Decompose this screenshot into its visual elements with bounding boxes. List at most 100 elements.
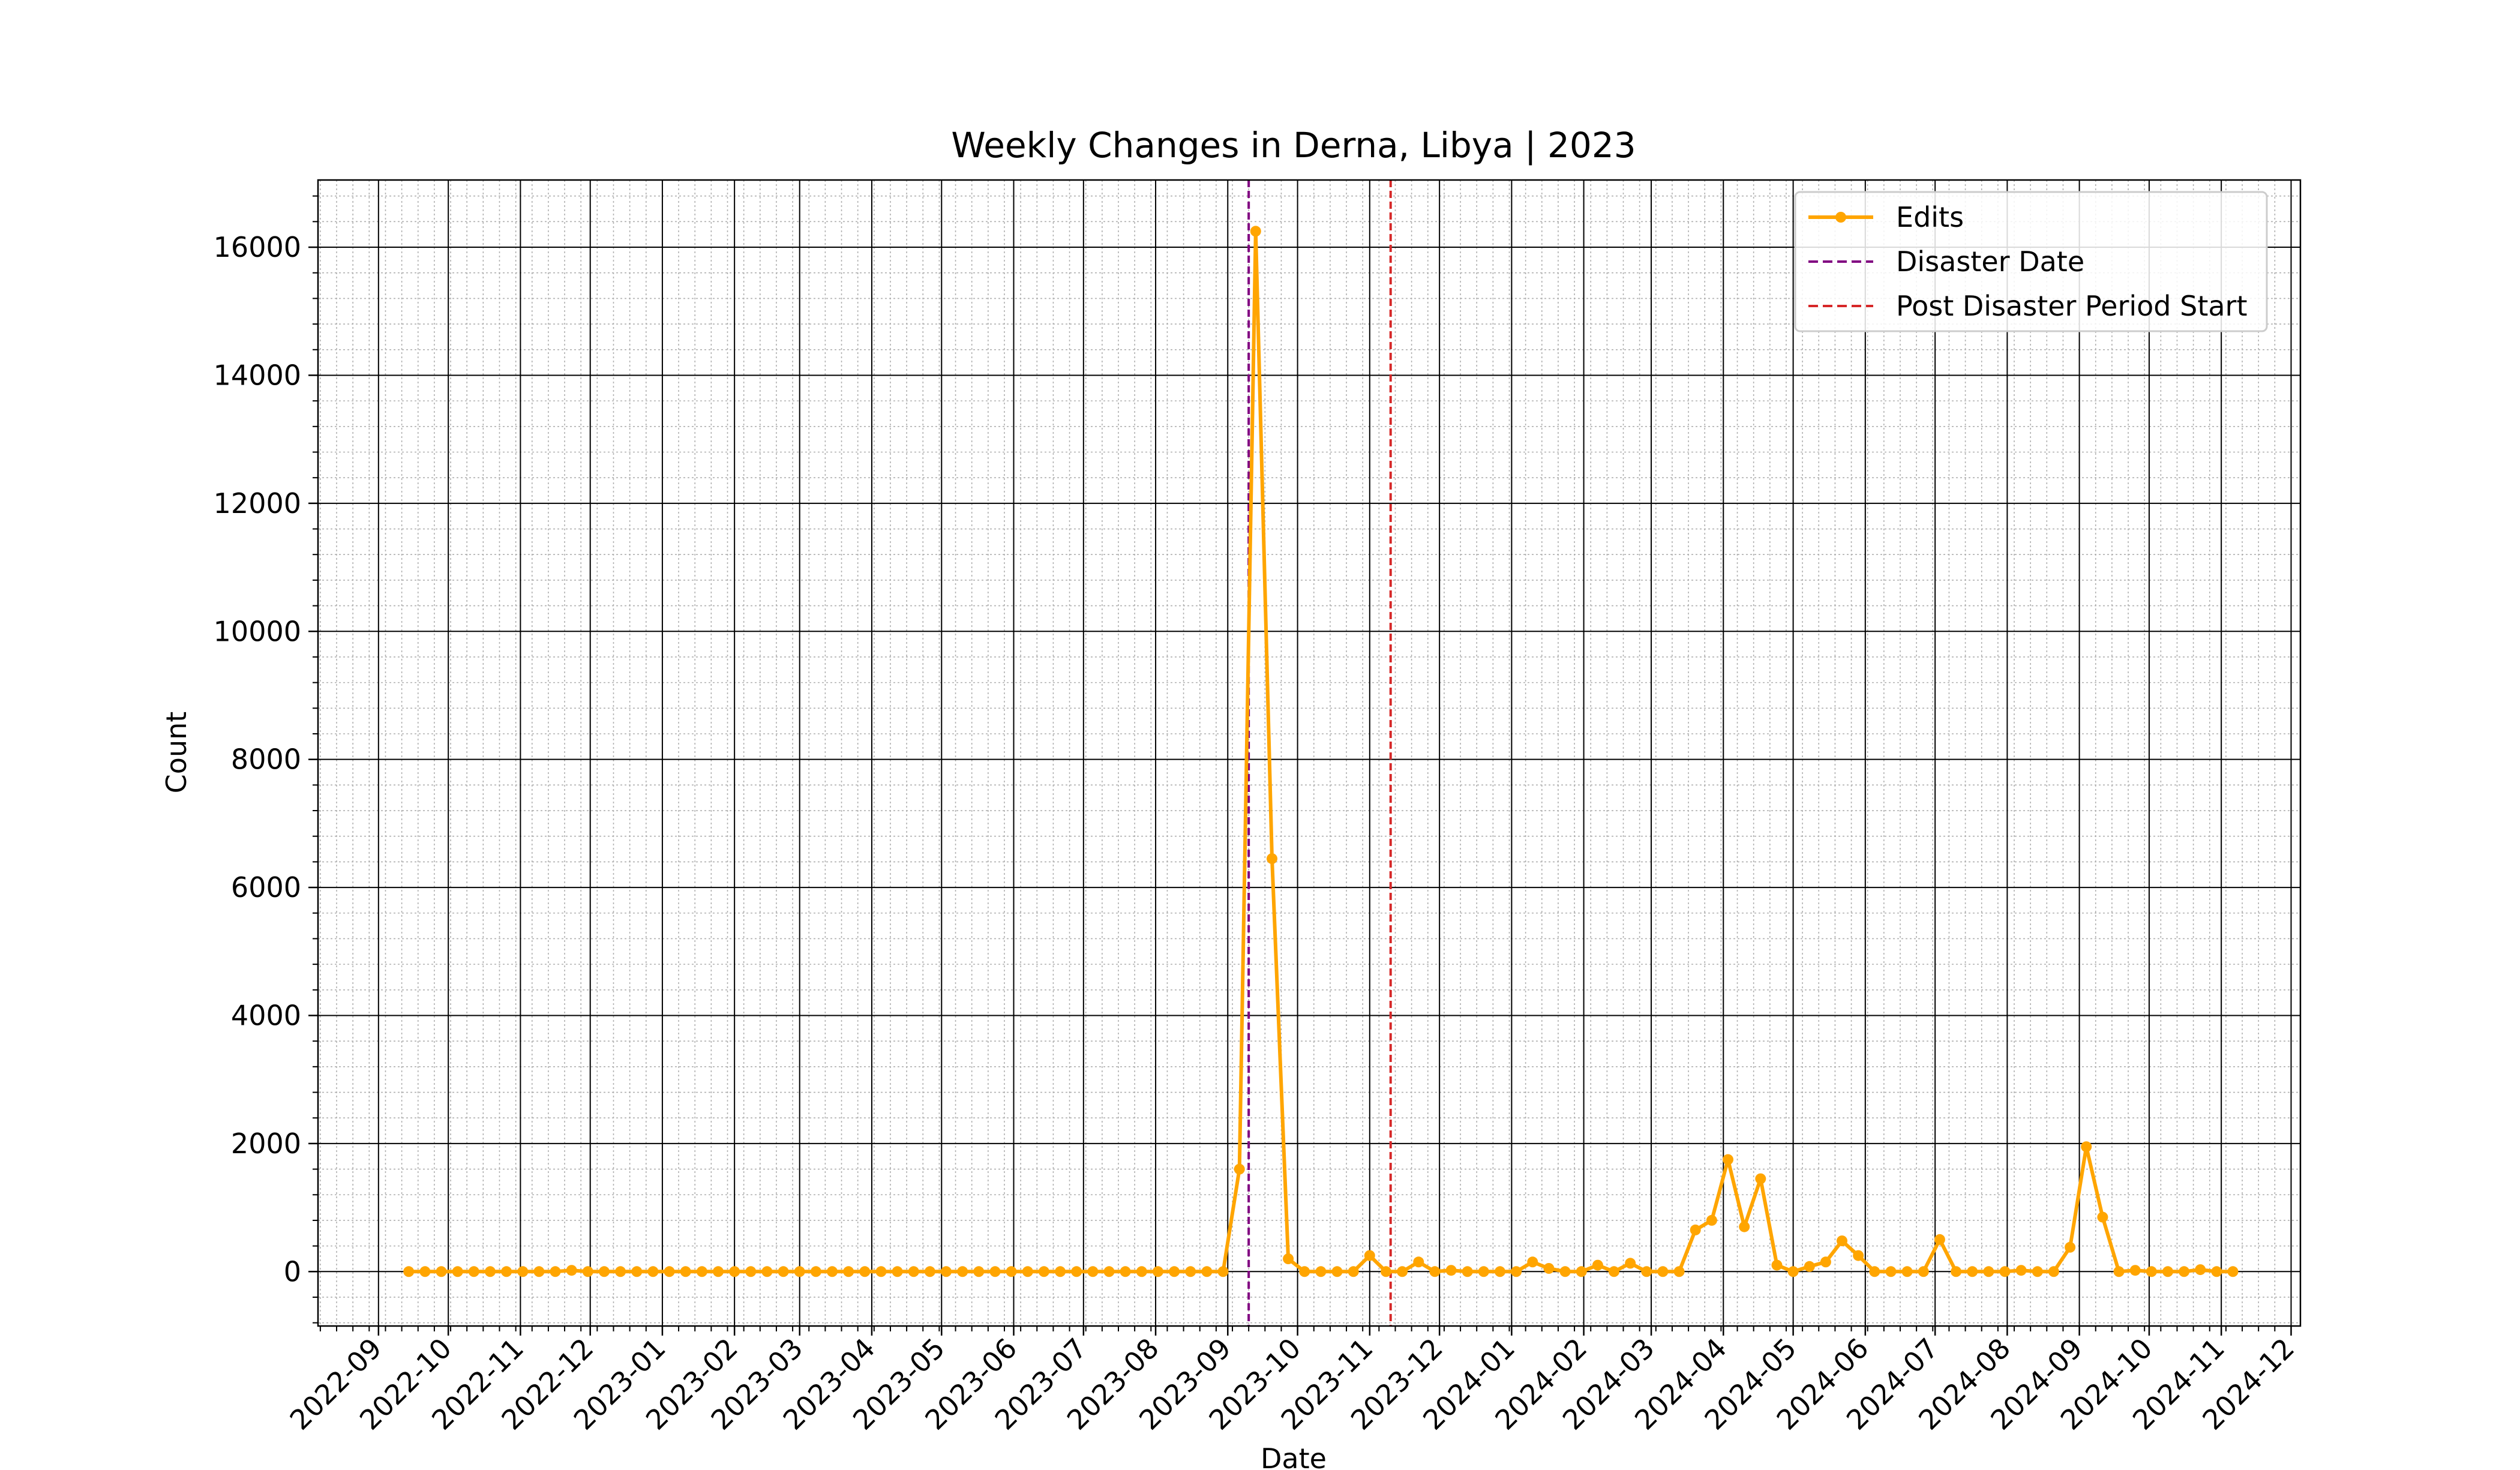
data-point	[452, 1266, 463, 1277]
data-point	[1364, 1250, 1375, 1261]
data-point	[1022, 1266, 1033, 1277]
data-point	[1641, 1266, 1652, 1277]
data-point	[1967, 1266, 1978, 1277]
data-point	[957, 1266, 968, 1277]
data-point	[1787, 1266, 1799, 1277]
data-point	[1348, 1266, 1359, 1277]
y-tick-label: 2000	[231, 1127, 301, 1160]
chart-title: Weekly Changes in Derna, Libya | 2023	[951, 125, 1636, 166]
data-point	[1999, 1266, 2011, 1277]
data-point	[1853, 1250, 1864, 1261]
data-point	[1055, 1266, 1066, 1277]
data-point	[713, 1266, 724, 1277]
data-point	[2129, 1265, 2141, 1276]
data-point	[1038, 1266, 1049, 1277]
data-point	[2146, 1266, 2157, 1277]
data-point	[745, 1266, 757, 1277]
data-point	[1071, 1266, 1082, 1277]
data-point	[1234, 1163, 1245, 1175]
data-point	[1837, 1235, 1847, 1247]
data-point	[1413, 1256, 1424, 1268]
data-point	[1152, 1266, 1163, 1277]
data-point	[859, 1266, 871, 1277]
data-point	[1690, 1224, 1701, 1235]
axis-ticks	[308, 195, 2292, 1336]
data-point	[1169, 1266, 1180, 1277]
data-point	[729, 1266, 740, 1277]
data-point	[1543, 1263, 1555, 1274]
data-point	[1087, 1266, 1099, 1277]
data-point	[892, 1266, 903, 1277]
data-point	[501, 1266, 512, 1277]
data-point	[2195, 1264, 2206, 1276]
minor-grid	[318, 180, 2300, 1326]
data-point	[1673, 1266, 1685, 1277]
data-point	[2065, 1241, 2076, 1253]
data-point	[631, 1266, 643, 1277]
data-point	[1559, 1266, 1571, 1277]
data-point	[615, 1266, 626, 1277]
data-point	[908, 1266, 919, 1277]
data-point	[1136, 1266, 1147, 1277]
data-point	[2081, 1141, 2092, 1153]
data-point	[2113, 1266, 2125, 1277]
series-layer	[403, 226, 2239, 1277]
data-point	[419, 1266, 431, 1277]
plot-frame	[317, 179, 2302, 1327]
data-point	[566, 1265, 577, 1276]
data-point	[1267, 853, 1277, 865]
data-point	[1934, 1234, 1945, 1245]
data-point	[1609, 1266, 1619, 1277]
data-point	[647, 1266, 659, 1277]
data-point	[1576, 1266, 1587, 1277]
data-point	[1869, 1266, 1880, 1277]
data-point	[1120, 1266, 1131, 1277]
data-point	[1918, 1266, 1929, 1277]
data-point	[973, 1266, 985, 1277]
data-point	[1951, 1266, 1962, 1277]
x-axis-label: Date	[1261, 1442, 1327, 1470]
data-point	[436, 1266, 447, 1277]
data-point	[1397, 1266, 1408, 1277]
data-point	[517, 1266, 529, 1277]
y-tick-label: 0	[284, 1255, 301, 1288]
legend-post-disaster-label: Post Disaster Period Start	[1896, 290, 2248, 322]
data-point	[1006, 1266, 1017, 1277]
data-point	[1755, 1173, 1766, 1184]
legend-edits-marker	[1835, 212, 1846, 223]
data-point	[1445, 1265, 1457, 1276]
data-point	[1381, 1266, 1391, 1277]
data-point	[1901, 1266, 1913, 1277]
data-point	[1511, 1266, 1522, 1277]
data-point	[778, 1266, 789, 1277]
data-point	[1820, 1256, 1831, 1268]
data-point	[1478, 1266, 1489, 1277]
data-point	[989, 1266, 1001, 1277]
data-point	[1429, 1266, 1441, 1277]
data-point	[1739, 1221, 1750, 1232]
legend-box	[1794, 191, 2268, 332]
data-point	[533, 1266, 545, 1277]
y-axis-label: Count	[160, 712, 193, 794]
y-tick-label: 4000	[231, 999, 301, 1031]
data-point	[843, 1266, 854, 1277]
data-point	[1771, 1259, 1783, 1271]
data-point	[2227, 1266, 2239, 1277]
data-point	[1217, 1266, 1229, 1277]
data-point	[924, 1266, 935, 1277]
data-point	[680, 1266, 691, 1277]
data-point	[696, 1266, 707, 1277]
data-point	[2179, 1266, 2190, 1277]
data-point	[1185, 1266, 1196, 1277]
data-point	[1299, 1266, 1310, 1277]
y-tick-label: 8000	[231, 743, 301, 776]
data-point	[582, 1266, 593, 1277]
data-point	[2162, 1266, 2173, 1277]
data-point	[1804, 1261, 1815, 1272]
data-point	[1527, 1256, 1538, 1268]
data-point	[1201, 1266, 1213, 1277]
data-point	[1315, 1266, 1327, 1277]
data-point	[1331, 1266, 1343, 1277]
data-point	[1723, 1154, 1733, 1165]
legend: Edits Disaster Date Post Disaster Period…	[1794, 191, 2268, 332]
